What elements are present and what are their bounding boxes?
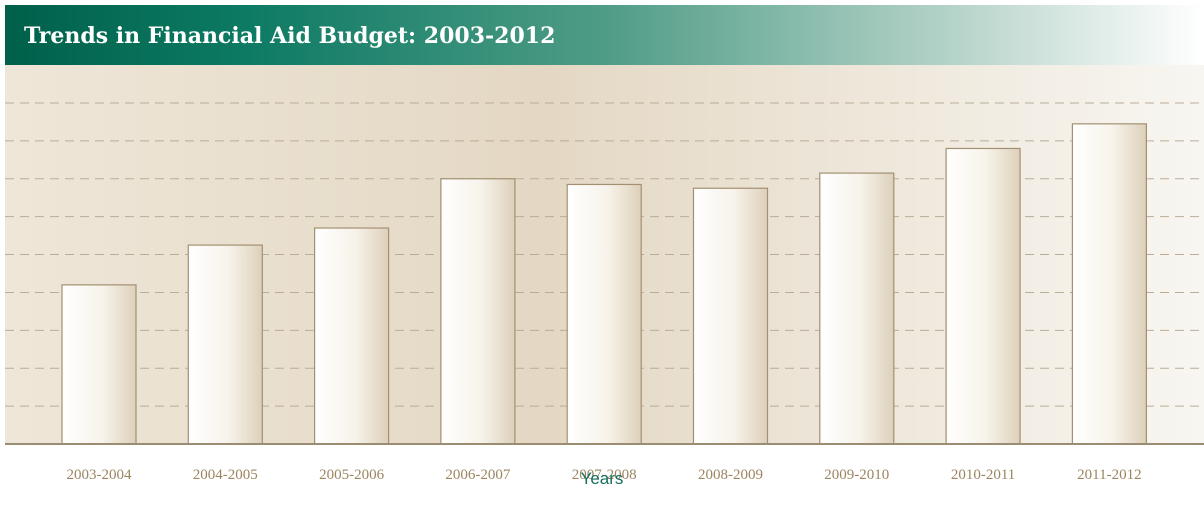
bar-2011-2012 (1071, 123, 1148, 445)
bars (61, 123, 1148, 445)
x-tick-label: 2010-2011 (951, 467, 1015, 483)
x-axis-label: Years (580, 469, 624, 488)
x-tick-label: 2009-2010 (824, 467, 889, 483)
bar-2003-2004 (61, 284, 137, 445)
x-tick-label: 2006-2007 (445, 467, 510, 483)
x-tick-label: 2003-2004 (67, 467, 132, 483)
bar-2009-2010 (819, 172, 895, 445)
bar-2008-2009 (692, 187, 769, 445)
bar-2004-2005 (187, 244, 263, 445)
x-tick-label: 2008-2009 (698, 467, 763, 483)
x-tick-label: 2005-2006 (319, 467, 384, 483)
x-tick-labels: 2003-2004 2004-2005 2005-2006 2006-2007 2007… (67, 467, 1142, 483)
x-tick-label: 2004-2005 (193, 467, 258, 483)
title-banner: Trends in Financial Aid Budget: 2003-201… (5, 5, 1204, 65)
x-tick-label: 2007-2008 (572, 467, 637, 483)
bar-2006-2007 (440, 178, 516, 445)
bar-2007-2008 (566, 183, 642, 445)
bar-2010-2011 (945, 147, 1021, 445)
bar-2005-2006 (314, 227, 390, 445)
bar-chart: 2003-2004 2004-2005 2005-2006 2006-2007 2007… (5, 65, 1204, 483)
x-tick-label: 2011-2012 (1077, 467, 1141, 483)
chart-title: Trends in Financial Aid Budget: 2003-201… (24, 23, 556, 49)
